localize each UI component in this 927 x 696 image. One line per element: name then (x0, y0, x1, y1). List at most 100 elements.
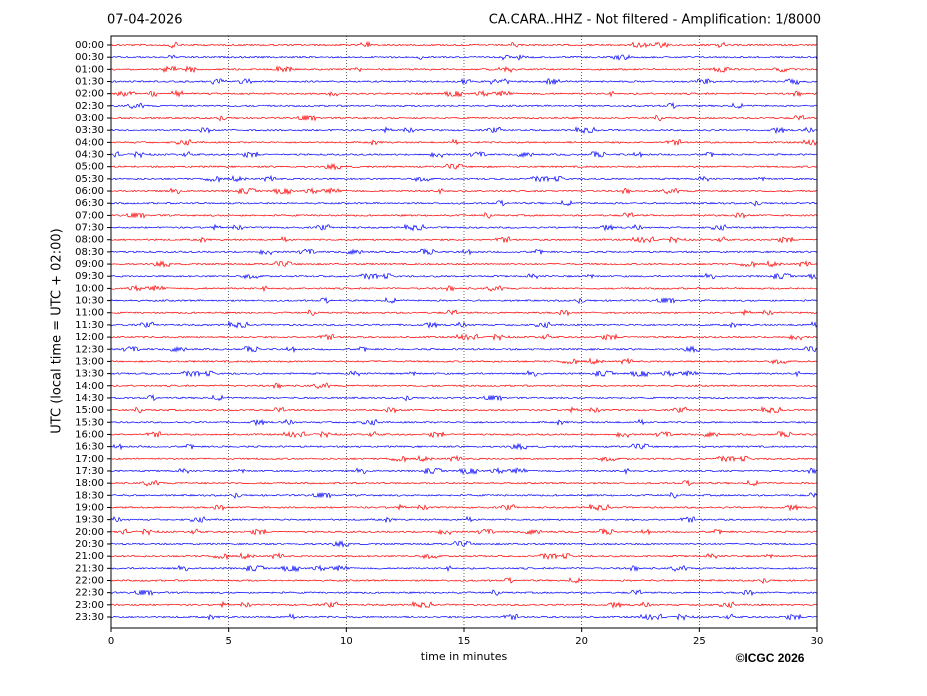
seismic-trace (110, 600, 818, 609)
seismic-trace (110, 442, 818, 451)
credit: ©ICGC 2026 (736, 651, 805, 665)
y-tick-label: 19:00 (75, 502, 104, 513)
y-tick-label: 12:30 (75, 344, 104, 355)
seismic-trace (110, 333, 818, 342)
y-tick-label: 00:30 (75, 52, 104, 63)
y-tick-label: 15:30 (75, 417, 104, 428)
x-tick-label: 0 (108, 636, 114, 647)
y-tick-label: 13:30 (75, 369, 104, 380)
y-tick-label: 15:00 (75, 405, 104, 416)
seismic-trace (111, 527, 818, 536)
seismic-trace (110, 114, 818, 122)
y-tick-label: 13:00 (75, 356, 104, 367)
seismic-trace (110, 564, 818, 573)
seismic-trace (110, 235, 818, 244)
y-tick-label: 19:30 (75, 515, 104, 526)
seismic-trace (110, 138, 818, 147)
seismic-trace (110, 199, 818, 207)
seismic-trace (110, 174, 818, 183)
seismic-trace (110, 382, 817, 390)
x-tick-label: 20 (575, 636, 588, 647)
seismic-trace (110, 320, 818, 329)
plot-frame (110, 35, 818, 629)
seismic-trace (110, 503, 818, 512)
x-tick-label: 5 (225, 636, 231, 647)
y-tick-label: 01:00 (75, 64, 104, 75)
seismic-trace (110, 65, 818, 74)
y-tick-label: 16:00 (75, 429, 104, 440)
seismic-trace (110, 126, 818, 135)
y-tick-label: 10:00 (75, 283, 104, 294)
y-tick-label: 02:00 (75, 89, 104, 100)
y-tick-label: 17:00 (75, 454, 104, 465)
y-tick-label: 22:30 (75, 588, 104, 599)
seismic-trace (110, 284, 818, 293)
y-tick-label: 06:00 (75, 186, 104, 197)
seismic-trace (110, 162, 818, 171)
y-tick-label: 03:00 (75, 113, 104, 124)
y-tick-label: 12:00 (75, 332, 104, 343)
seismic-trace (110, 296, 818, 305)
seismic-trace (110, 272, 818, 280)
seismic-trace (110, 418, 818, 427)
y-tick-label: 08:30 (75, 247, 104, 258)
y-tick-label: 23:30 (75, 612, 104, 623)
seismic-trace (110, 223, 818, 232)
seismic-trace (110, 467, 818, 475)
seismic-trace (110, 430, 818, 439)
seismic-trace (110, 405, 818, 414)
seismic-trace (110, 369, 818, 378)
y-tick-label: 23:00 (75, 600, 104, 611)
y-tick-label: 00:00 (75, 40, 104, 51)
y-tick-label: 07:00 (75, 210, 104, 221)
seismic-trace (110, 540, 818, 548)
seismic-trace (110, 589, 818, 597)
y-tick-label: 04:00 (75, 137, 104, 148)
y-tick-label: 20:00 (75, 527, 104, 538)
y-tick-label: 21:30 (75, 563, 104, 574)
x-tick-label: 25 (693, 636, 706, 647)
y-tick-label: 05:00 (75, 162, 104, 173)
seismic-trace (110, 101, 818, 110)
y-tick-label: 18:00 (75, 478, 104, 489)
y-tick-label: 10:30 (75, 296, 104, 307)
date: 07-04-2026 (107, 13, 183, 28)
y-tick-label: 04:30 (75, 150, 104, 161)
y-tick-label: 17:30 (75, 466, 104, 477)
y-tick-label: 11:30 (75, 320, 104, 331)
x-axis-label: time in minutes (421, 650, 508, 663)
seismic-trace (110, 259, 818, 269)
seismic-trace (111, 491, 818, 499)
seismic-trace (110, 394, 818, 402)
seismic-trace (110, 479, 818, 487)
y-tick-label: 01:30 (75, 77, 104, 88)
y-tick-label: 14:00 (75, 381, 104, 392)
seismic-trace (110, 248, 818, 256)
y-axis-label: UTC (local time = UTC + 02:00) (50, 228, 65, 433)
y-tick-label: 21:00 (75, 551, 104, 562)
y-tick-label: 05:30 (75, 174, 104, 185)
seismic-trace (110, 187, 818, 196)
y-tick-label: 02:30 (75, 101, 104, 112)
y-tick-label: 22:00 (75, 575, 104, 586)
seismic-trace (111, 212, 818, 220)
x-tick-label: 30 (811, 636, 824, 647)
seismic-trace (110, 345, 818, 354)
seismic-trace (110, 54, 818, 61)
y-tick-label: 03:30 (75, 125, 104, 136)
seismic-trace (110, 515, 818, 523)
seismic-trace (110, 40, 817, 49)
seismic-trace (110, 552, 818, 561)
y-tick-label: 06:30 (75, 198, 104, 209)
seismic-trace (110, 613, 818, 622)
y-tick-label: 18:30 (75, 490, 104, 501)
y-tick-label: 09:00 (75, 259, 104, 270)
chart-title: CA.CARA..HHZ - Not filtered - Amplificat… (489, 13, 821, 28)
y-tick-label: 11:00 (75, 308, 104, 319)
y-tick-label: 20:30 (75, 539, 104, 550)
seismic-trace (111, 454, 817, 463)
y-tick-label: 16:30 (75, 442, 104, 453)
seismic-trace (110, 150, 818, 159)
